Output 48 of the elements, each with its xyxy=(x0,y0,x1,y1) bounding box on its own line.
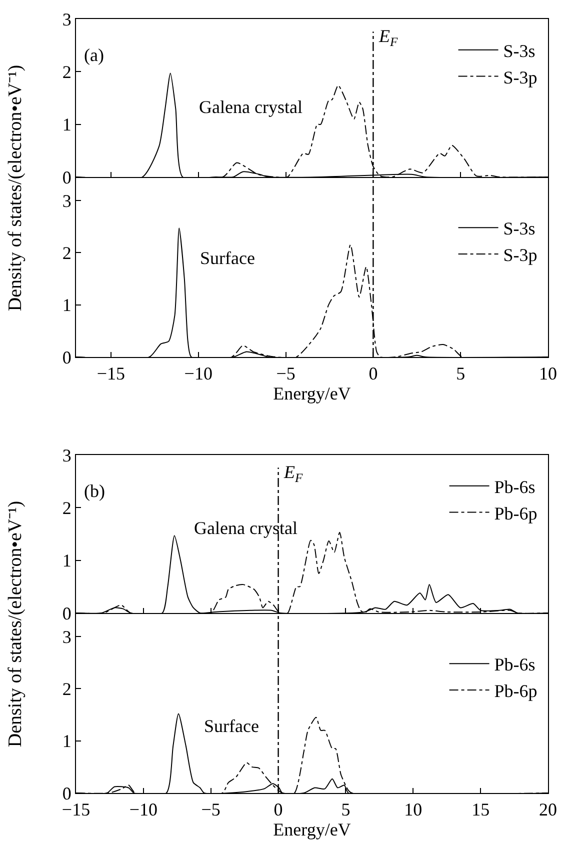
legend-label: Pb-6s xyxy=(494,476,536,497)
x-axis-title: Energy/eV xyxy=(273,820,351,840)
annotation: Surface xyxy=(204,716,259,736)
y-tick-label: 3 xyxy=(62,445,72,466)
legend-label: S-3s xyxy=(503,40,536,61)
ref-line-label: E$_{F}$ xyxy=(283,462,303,485)
annotation: (a) xyxy=(84,45,104,65)
y-tick-label: 2 xyxy=(62,242,72,263)
x-tick-label: −15 xyxy=(96,364,126,384)
y-tick-label: 1 xyxy=(62,731,72,752)
x-tick-label: 10 xyxy=(404,800,422,820)
y-tick-label: 3 xyxy=(62,626,72,647)
x-tick-label: 5 xyxy=(341,800,350,820)
y-tick-label: 1 xyxy=(62,550,72,571)
y-tick-label: 3 xyxy=(62,9,72,30)
x-tick-label: −10 xyxy=(129,800,158,820)
y-tick-label: 3 xyxy=(62,190,72,211)
y-tick-label: 2 xyxy=(62,62,72,82)
y-tick-label: 0 xyxy=(62,347,72,368)
legend-label: S-3p xyxy=(503,67,538,88)
y-tick-label: 2 xyxy=(62,678,72,699)
x-axis-title: Energy/eV xyxy=(273,384,351,404)
x-tick-label: 20 xyxy=(539,800,557,820)
annotation: Surface xyxy=(200,248,255,268)
y-tick-label: 1 xyxy=(62,295,72,316)
x-tick-label: −5 xyxy=(201,800,220,820)
annotation: Galena crystal xyxy=(199,97,302,117)
y-tick-label: 1 xyxy=(62,114,72,135)
x-tick-label: 0 xyxy=(274,800,283,820)
ref-line-label: E$_{F}$ xyxy=(378,26,398,49)
legend-label: Pb-6p xyxy=(494,681,538,702)
x-tick-label: −10 xyxy=(184,364,212,384)
x-tick-label: −5 xyxy=(276,364,296,384)
x-tick-label: 10 xyxy=(539,364,557,384)
y-axis-title: Density of states/(electron•eV⁻¹) xyxy=(4,64,27,312)
legend-label: Pb-6s xyxy=(494,654,536,675)
x-tick-label: 5 xyxy=(456,364,466,384)
legend-label: S-3p xyxy=(503,245,538,266)
annotation: Galena crystal xyxy=(194,518,298,538)
y-axis-title: Density of states/(electron•eV⁻¹) xyxy=(4,500,27,748)
legend-label: S-3s xyxy=(503,218,536,239)
x-tick-label: 15 xyxy=(472,800,490,820)
legend-label: Pb-6p xyxy=(494,503,538,524)
y-tick-label: 0 xyxy=(62,603,72,624)
x-tick-label: 0 xyxy=(368,364,378,384)
y-tick-label: 2 xyxy=(62,498,72,518)
annotation: (b) xyxy=(84,481,105,501)
y-tick-label: 0 xyxy=(62,167,72,188)
